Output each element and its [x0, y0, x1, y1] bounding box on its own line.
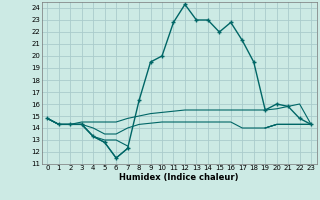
X-axis label: Humidex (Indice chaleur): Humidex (Indice chaleur)	[119, 173, 239, 182]
